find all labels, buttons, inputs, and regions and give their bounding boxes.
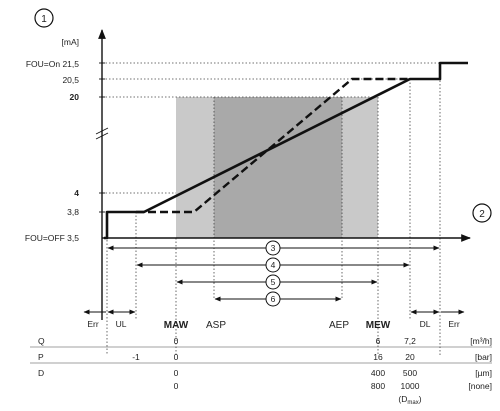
- svg-text:Q: Q: [38, 336, 45, 346]
- label-asp: ASP: [206, 320, 226, 331]
- label-ul: UL: [116, 319, 127, 329]
- label-err-right: Err: [448, 319, 460, 329]
- svg-text:16: 16: [373, 352, 383, 362]
- svg-text:-1: -1: [132, 352, 140, 362]
- svg-text:0: 0: [174, 336, 179, 346]
- table-rules: [30, 346, 492, 364]
- svg-text:500: 500: [403, 368, 417, 378]
- y-unit-label: [mA]: [62, 37, 79, 47]
- svg-text:0: 0: [174, 368, 179, 378]
- y-tick-label-20-5: 20,5: [62, 75, 79, 85]
- svg-text:6: 6: [376, 336, 381, 346]
- label-dl: DL: [420, 319, 431, 329]
- table-row-p: P -1 0 16 20 [bar]: [38, 352, 492, 362]
- svg-text:800: 800: [371, 381, 385, 391]
- x-axis-marker: 2: [472, 203, 492, 223]
- y-tick-label-4: 4: [74, 188, 79, 198]
- svg-text:1000: 1000: [401, 381, 420, 391]
- label-err-left: Err: [87, 319, 99, 329]
- y-tick-label-20: 20: [70, 92, 80, 102]
- svg-text:5: 5: [271, 277, 276, 287]
- range-4: 4: [136, 257, 410, 273]
- svg-text:20: 20: [405, 352, 415, 362]
- label-mew: MEW: [366, 320, 391, 331]
- svg-text:2: 2: [479, 209, 485, 220]
- dashed-characteristic-curve: [136, 77, 410, 214]
- range-3: 3: [107, 240, 440, 256]
- svg-text:[µm]: [µm]: [475, 368, 492, 378]
- label-aep: AEP: [329, 320, 349, 331]
- axis-break: [95, 127, 109, 140]
- svg-text:4: 4: [271, 260, 276, 270]
- y-tick-label-3-8: 3,8: [67, 207, 79, 217]
- table-row-d-none: 0 800 1000 [none]: [174, 381, 492, 391]
- svg-text:0: 0: [174, 352, 179, 362]
- svg-text:D: D: [38, 368, 44, 378]
- svg-text:[none]: [none]: [468, 381, 492, 391]
- solid-characteristic-curve: [104, 61, 468, 240]
- dmax-label: (Dmax): [398, 394, 421, 406]
- label-maw: MAW: [164, 320, 189, 331]
- svg-text:[bar]: [bar]: [475, 352, 492, 362]
- range-5: 5: [176, 274, 378, 290]
- svg-text:7,2: 7,2: [404, 336, 416, 346]
- svg-text:P: P: [38, 352, 44, 362]
- svg-text:0: 0: [174, 381, 179, 391]
- svg-text:400: 400: [371, 368, 385, 378]
- svg-text:1: 1: [41, 14, 47, 25]
- table-row-d: D 0 400 500 [µm]: [38, 368, 492, 378]
- y-tick-label-3-5: FOU=OFF 3,5: [25, 233, 79, 243]
- y-tick-label-21-5: FOU=On 21,5: [26, 59, 79, 69]
- y-axis-marker: 1: [34, 8, 54, 28]
- table-row-q: Q 0 6 7,2 [m³/h]: [38, 336, 492, 346]
- svg-text:3: 3: [271, 243, 276, 253]
- range-6: 6: [214, 291, 342, 307]
- svg-text:[m³/h]: [m³/h]: [470, 336, 492, 346]
- svg-text:6: 6: [271, 294, 276, 304]
- y-ticks: [99, 62, 105, 213]
